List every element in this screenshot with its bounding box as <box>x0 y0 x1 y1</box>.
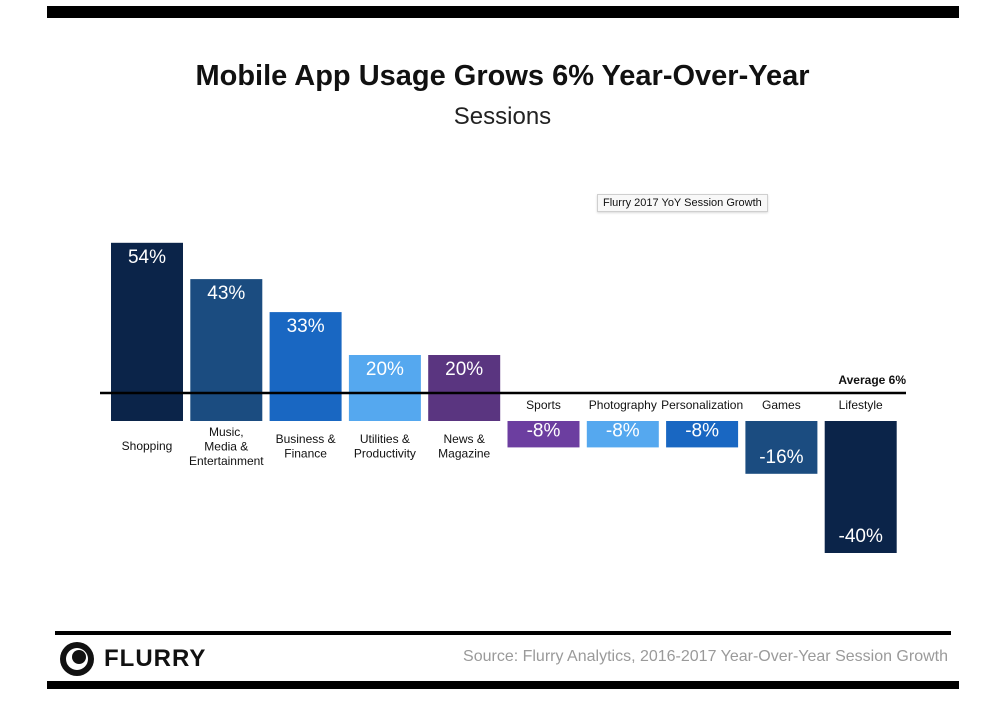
category-label-2-0: Business & <box>276 432 336 446</box>
bar-2 <box>269 312 342 421</box>
category-label-1-1: Media & <box>204 440 248 454</box>
bar-4 <box>428 355 501 421</box>
bar-7 <box>666 421 739 448</box>
category-label-2-1: Finance <box>284 447 327 461</box>
data-label-2: 33% <box>287 316 325 337</box>
flurry-logo[interactable]: FLURRY <box>58 640 206 678</box>
flurry-logo-icon <box>60 642 94 676</box>
data-label-0: 54% <box>128 247 166 268</box>
data-label-9: -40% <box>839 526 883 547</box>
category-label-4-0: News & <box>444 432 485 446</box>
category-label-0-0: Shopping <box>122 439 173 453</box>
category-label-9-0: Lifestyle <box>839 398 883 412</box>
bar-6 <box>586 421 659 448</box>
category-label-1-0: Music, <box>209 425 244 439</box>
data-label-6: -8% <box>606 420 640 441</box>
data-label-8: -16% <box>759 447 803 468</box>
flurry-logo-text: FLURRY <box>104 645 207 672</box>
average-label: Average 6% <box>838 373 906 387</box>
category-label-7-0: Personalization <box>661 398 743 412</box>
data-label-3: 20% <box>366 359 404 380</box>
bar-8 <box>745 421 818 474</box>
data-label-5: -8% <box>527 420 561 441</box>
footer-divider <box>55 631 951 635</box>
bar-5 <box>507 421 580 448</box>
bar-3 <box>348 355 421 421</box>
chart-tooltip: Flurry 2017 YoY Session Growth <box>597 194 768 212</box>
bar-9 <box>824 421 897 553</box>
category-label-3-1: Productivity <box>354 447 416 461</box>
top-border <box>47 6 959 18</box>
bottom-border <box>47 681 959 689</box>
data-label-1: 43% <box>207 283 245 304</box>
category-label-6-0: Photography <box>589 398 657 412</box>
chart-subtitle: Sessions <box>453 103 552 130</box>
category-label-1-2: Entertainment <box>189 454 264 468</box>
data-label-4: 20% <box>445 359 483 380</box>
bar-1 <box>190 279 263 421</box>
category-label-8-0: Games <box>762 398 801 412</box>
bar-0 <box>111 242 183 421</box>
data-label-7: -8% <box>685 420 719 441</box>
category-label-5-0: Sports <box>526 398 561 412</box>
chart-title: Mobile App Usage Grows 6% Year-Over-Year <box>195 60 810 92</box>
category-label-3-0: Utilities & <box>360 432 410 446</box>
source-note: Source: Flurry Analytics, 2016-2017 Year… <box>463 648 948 665</box>
category-label-4-1: Magazine <box>438 447 490 461</box>
